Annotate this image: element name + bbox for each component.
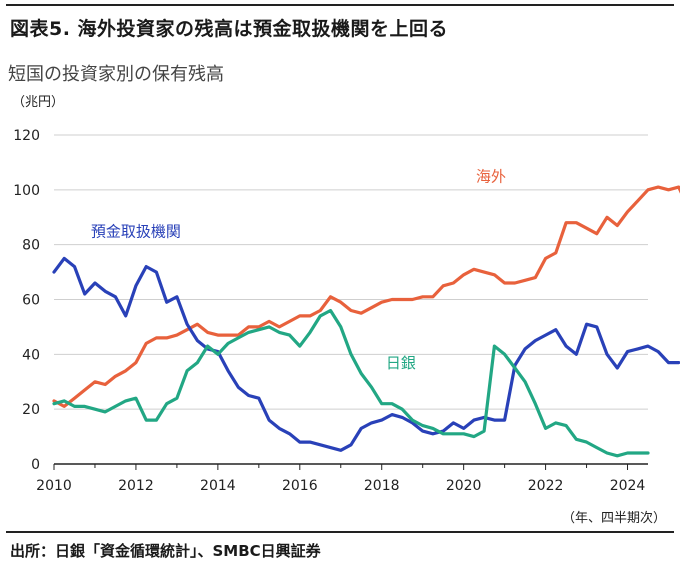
series-lines	[52, 185, 680, 458]
y-unit-label: （兆円）	[12, 95, 64, 110]
series-line-0	[52, 185, 680, 408]
x-tick-label: 2024	[610, 478, 646, 494]
series-label-0: 海外	[476, 168, 506, 186]
y-tick-label: 0	[31, 457, 40, 473]
x-tick-label: 2010	[36, 478, 72, 494]
page-title: 図表5. 海外投資家の残高は預金取扱機関を上回る	[10, 18, 449, 40]
x-tick-label: 2018	[364, 478, 400, 494]
x-tick-labels: 2010 2012 2014 2016 2018 2020 2022 2024	[36, 478, 645, 494]
bottom-rule	[6, 531, 674, 533]
x-tick-label: 2020	[446, 478, 482, 494]
series-label-2: 日銀	[386, 354, 416, 372]
y-tick-label: 40	[22, 347, 40, 363]
x-tick-label: 2012	[118, 478, 154, 494]
x-tick-label: 2014	[200, 478, 236, 494]
source-note: 出所：日銀「資金循環統計」、SMBC日興証券	[10, 542, 321, 560]
y-tick-label: 100	[13, 183, 40, 199]
x-tick-label: 2016	[282, 478, 318, 494]
x-unit-label: （年、四半期次）	[562, 510, 666, 526]
x-tick-label: 2022	[528, 478, 564, 494]
y-tick-label: 120	[13, 128, 40, 144]
y-tick-label: 20	[22, 402, 40, 418]
series-label-1: 預金取扱機関	[91, 222, 181, 240]
series-line-2	[52, 308, 650, 458]
y-tick-labels: 0 20 40 60 80 100 120	[13, 128, 40, 473]
chart-subtitle: 短国の投資家別の保有残高	[8, 64, 224, 85]
top-rule	[6, 4, 674, 6]
y-tick-label: 60	[22, 293, 40, 309]
y-tick-label: 80	[22, 238, 40, 254]
series-line-1	[52, 256, 680, 452]
grid-lines	[53, 134, 648, 470]
